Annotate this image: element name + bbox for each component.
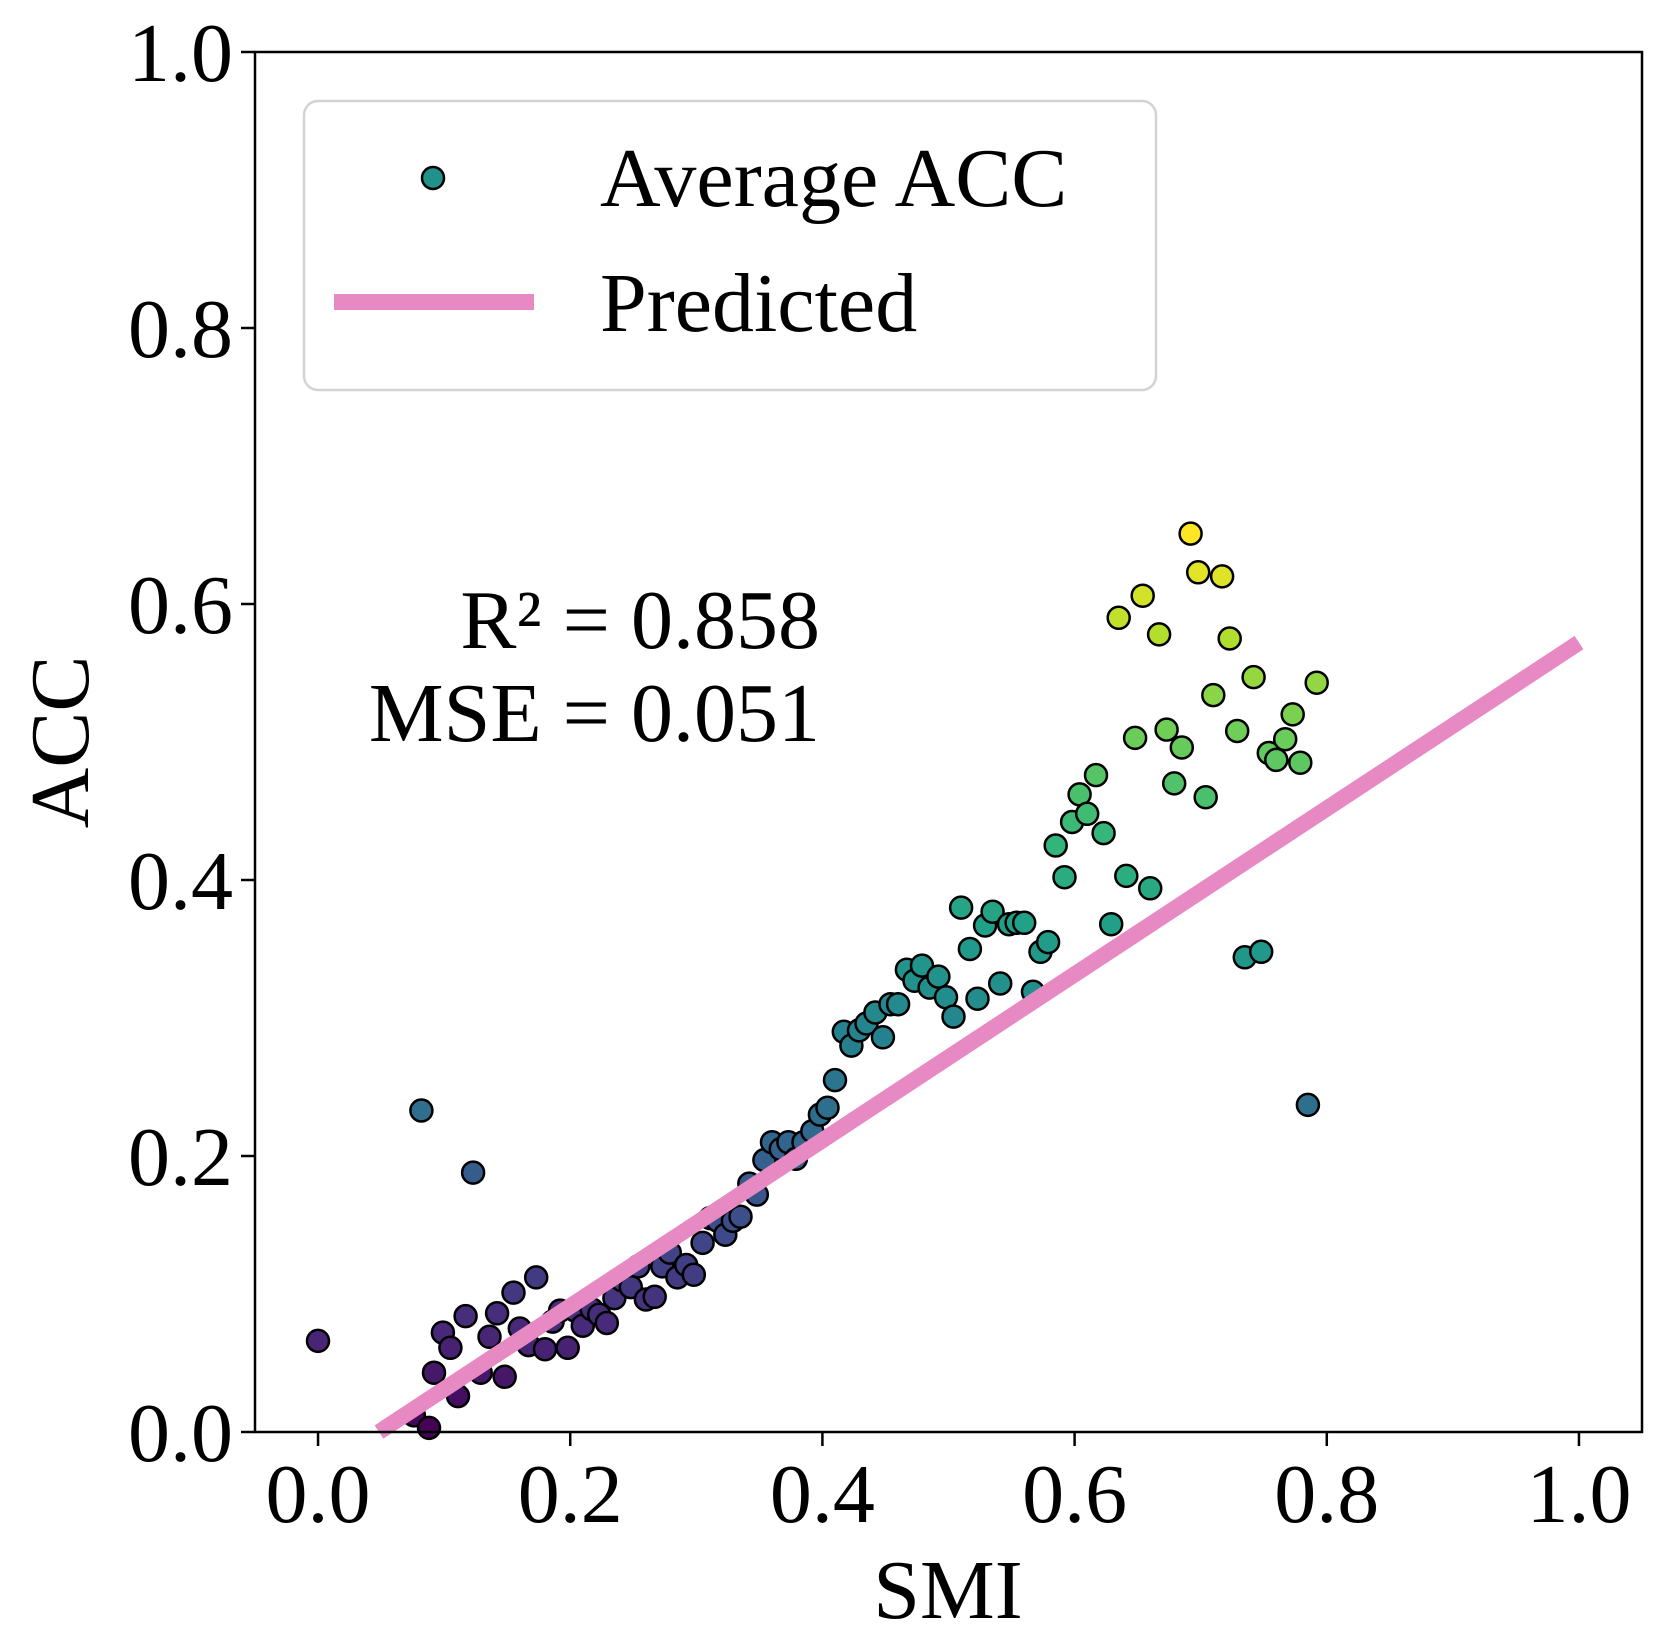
y-tick-label: 0.2 [128,1111,233,1204]
legend-marker-icon [420,165,446,191]
data-point [1201,682,1226,708]
y-tick-label: 1.0 [128,7,233,100]
data-point [822,1067,848,1093]
data-point [1154,717,1179,742]
data-point [1052,864,1077,890]
predicted-fit-line [374,635,1584,1439]
data-point [1011,910,1037,936]
plot-frame [253,50,1644,1434]
data-point [728,1204,753,1229]
data-point [555,1335,580,1361]
y-tick-label: 0.0 [128,1387,233,1480]
data-point [416,1415,442,1441]
data-point [1280,702,1305,727]
y-tick-label: 0.8 [128,283,233,376]
legend-frame [302,99,1158,392]
data-point [980,899,1005,924]
data-point [305,1328,331,1354]
data-point [948,895,974,920]
x-tick-label: 0.0 [266,1448,371,1541]
data-point [1209,564,1235,589]
y-tick-label: 0.6 [128,559,233,652]
tick-layer: 0.0 0.2 0.4 0.6 0.8 1.0 0.0 0.2 0.4 0.6 0.8 1.0 [128,7,1631,1541]
x-tick-label: 0.6 [1022,1448,1127,1541]
data-point [1264,747,1289,773]
data-point [1295,1092,1321,1118]
data-point [523,1265,549,1290]
data-points [305,521,1329,1441]
data-point [1091,820,1116,846]
data-point [1178,521,1203,546]
x-tick-label: 0.2 [518,1448,623,1541]
x-axis-title: SMI [873,1544,1022,1637]
data-point [1130,583,1155,608]
y-axis-title: ACC [14,656,107,829]
data-point [926,964,951,989]
data-point [1035,929,1061,955]
data-point [1288,750,1313,775]
data-point [484,1301,510,1326]
data-point [815,1095,840,1120]
mse-annotation: MSE = 0.051 [369,667,820,760]
data-point [1217,626,1242,651]
data-point [421,1360,447,1385]
data-point [987,971,1013,996]
data-point [1146,622,1172,647]
data-point [681,1262,707,1287]
x-tick-label: 0.4 [770,1448,875,1541]
data-point [1248,939,1274,965]
data-point [1272,726,1298,752]
data-point [870,1025,896,1050]
data-point [453,1303,478,1329]
data-point [1161,771,1187,796]
x-tick-label: 0.8 [1274,1448,1379,1541]
data-point [690,1230,715,1256]
data-point [1193,784,1218,810]
data-point [1083,762,1109,788]
data-point [1137,876,1163,901]
data-point [1169,735,1195,760]
data-point [1304,670,1329,695]
y-tick-label: 0.4 [128,835,233,928]
data-point [957,936,983,962]
legend-label-predicted: Predicted [600,257,917,350]
data-point [1106,605,1131,631]
data-point [941,1004,966,1029]
x-tick-label: 1.0 [1526,1448,1631,1541]
data-point [532,1336,558,1362]
data-point [1122,725,1148,751]
legend-label-average-acc: Average ACC [600,132,1067,225]
data-point [642,1284,667,1310]
data-point [438,1335,463,1361]
data-point [965,986,990,1011]
data-point [1185,560,1211,585]
legend: Average ACC Predicted [302,99,1158,392]
data-point [1074,801,1100,827]
data-point [492,1364,517,1390]
data-point [1114,863,1139,889]
fit-line-layer [374,635,1584,1439]
data-point [1098,911,1124,937]
data-point [409,1098,434,1123]
data-point [1224,718,1250,744]
data-point [477,1324,502,1350]
data-point [1241,664,1266,690]
data-point [885,991,911,1017]
data-point [501,1280,526,1305]
r2-annotation: R² = 0.858 [460,574,820,667]
data-point [1043,833,1068,858]
data-point [594,1310,620,1336]
data-point [460,1160,486,1185]
